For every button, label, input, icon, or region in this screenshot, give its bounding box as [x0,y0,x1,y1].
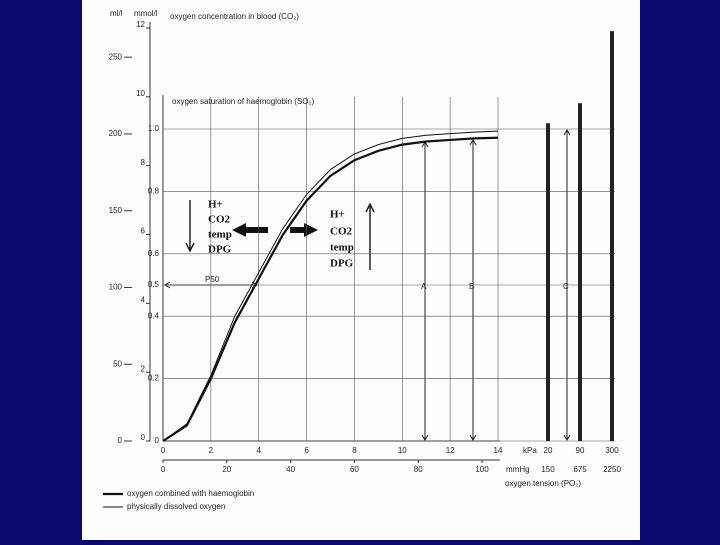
x2-tick-label: 100 [475,465,489,474]
shift-arrows [232,223,318,237]
note-text: CO2 [208,214,231,226]
figure-panel [82,0,640,540]
note-text: H+ [330,209,345,221]
x-tick-label: 14 [494,446,503,455]
high-tension-kpa: 90 [576,446,585,455]
x-tick-label: 6 [304,446,309,455]
y2-tick-label: 8 [141,158,146,167]
note-text: temp [330,242,354,254]
y3-tick-label: 0 [118,436,123,445]
y2-tick-label: 2 [141,364,146,373]
x-tick-label: 12 [446,446,455,455]
high-tension-kpa: 300 [605,446,619,455]
x-tick-label: 4 [256,446,261,455]
x-tick-label: 10 [398,446,407,455]
curve [162,136,499,442]
region-label: B [469,282,474,291]
high-tension-mmhg: 2250 [603,465,621,474]
y2-tick-label: 6 [141,227,146,236]
x2-unit: mmHg [506,465,530,474]
y-tick-label: 0.8 [148,187,160,196]
chart-title: oxygen saturation of haemoglobin (SO₂) [172,97,315,106]
x2-tick-label: 0 [161,465,166,474]
high-tension-kpa: 20 [544,446,553,455]
region-label: C [563,282,569,291]
y-tick-label: 0 [155,436,160,445]
y2-unit: mmol/l [134,9,158,18]
high-tension-mmhg: 675 [573,465,587,474]
x2-tick-label: 40 [286,465,295,474]
y-tick-label: 1.0 [148,124,160,133]
y3-unit: ml/l [110,9,123,18]
y2-tick-label: 4 [141,295,146,304]
y-tick-label: 0.5 [148,280,160,289]
region-label: A [421,282,427,291]
y3-tick-label: 200 [109,129,123,138]
p50-label: P50 [205,275,220,284]
note-text: H+ [208,199,223,211]
note-text: DPG [208,244,232,256]
curve [162,130,499,442]
legend-label: physically dissolved oxygen [127,502,225,511]
note-text: CO2 [330,226,353,238]
y3-tick-label: 150 [109,206,123,215]
y-tick-label: 0.6 [148,249,160,258]
note-text: temp [208,229,232,241]
y3-tick-label: 50 [113,359,122,368]
x-tick-label: 0 [161,446,166,455]
y3-tick-label: 100 [109,283,123,292]
y-tick-label: 0.2 [148,374,160,383]
y3-tick-label: 250 [109,52,123,61]
y2-tick-label: 12 [136,20,145,29]
x-tick-label: 8 [352,446,357,455]
y-tick-label: 0.4 [148,311,160,320]
x-tick-label: 2 [209,446,214,455]
note-text: DPG [330,258,354,270]
concentration-label: oxygen concentration in blood (CO₂) [170,12,299,21]
x-unit: kPa [523,446,537,455]
y2-tick-label: 10 [136,89,145,98]
x2-tick-label: 80 [414,465,423,474]
legend-label: oxygen combined with haemoglobin [127,489,254,498]
x2-tick-label: 20 [222,465,231,474]
x-axis-label: oxygen tension (PO₂) [505,479,581,488]
high-tension-mmhg: 150 [541,465,555,474]
x2-tick-label: 60 [350,465,359,474]
y2-tick-label: 0 [141,433,146,442]
